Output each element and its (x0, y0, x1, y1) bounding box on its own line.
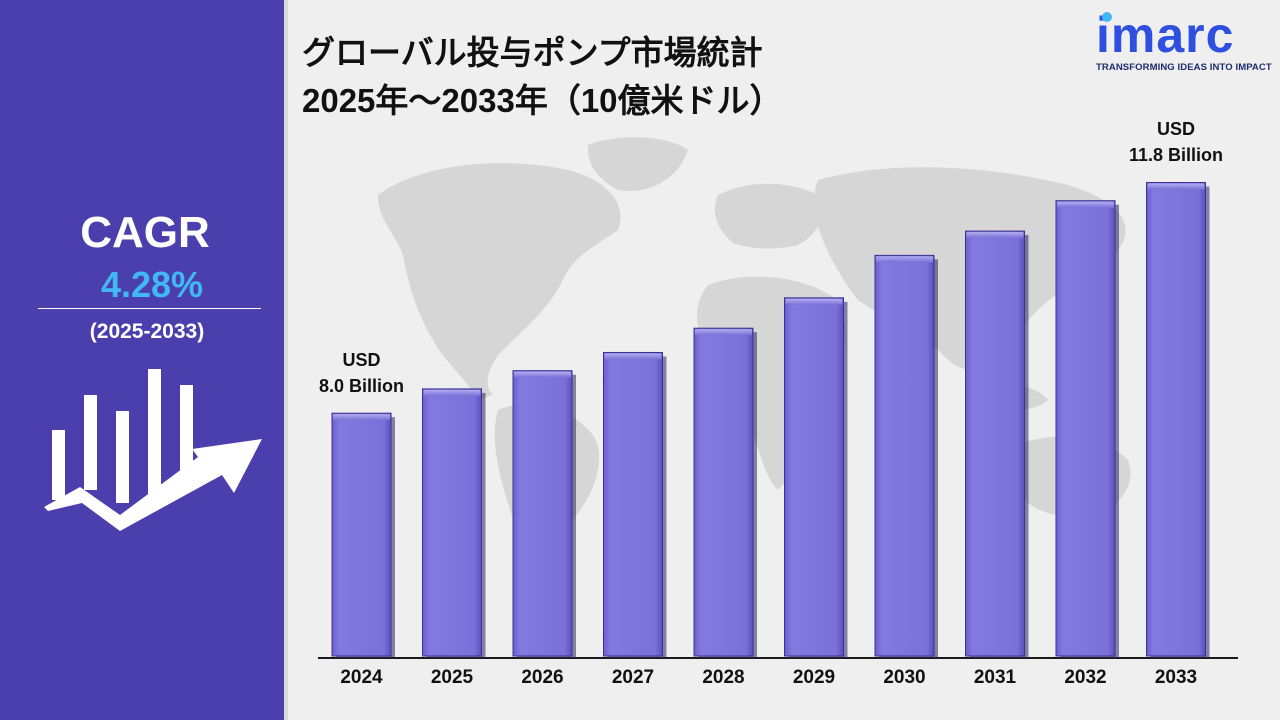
bar-2028 (693, 327, 754, 657)
logo-wordmark: imarc (1096, 7, 1235, 63)
bar-cap-2027 (604, 353, 662, 360)
growth-chart-icon (44, 369, 262, 531)
tick-label-2030: 2030 (883, 667, 925, 688)
tick-label-group: 2024 2025 2026 2027 2028 2029 2030 2031 2032 2033 (340, 667, 1197, 688)
bar-2033 (1146, 181, 1206, 657)
bar-cap-2029 (785, 298, 843, 305)
tick-label-2027: 2027 (612, 667, 654, 688)
main-area: グローバル投与ポンプ市場統計 2025年～2033年（10億米ドル） imarc… (288, 0, 1280, 720)
bar-2025 (422, 388, 482, 657)
bar-cap-2025 (423, 389, 481, 396)
data-label-2024: USD 8.0 Billion (292, 347, 432, 399)
bar-2031 (965, 230, 1025, 657)
data-label-currency: USD (1156, 119, 1195, 140)
tick-label-2028: 2028 (702, 667, 744, 688)
data-label-2033: USD 11.8 Billion (1106, 116, 1246, 168)
bar-2032 (1055, 200, 1116, 657)
imarc-logo: imarc TRANSFORMING IDEAS INTO IMPACT (1096, 6, 1272, 73)
bar-cap-2028 (695, 329, 752, 336)
tick-label-2029: 2029 (793, 667, 835, 688)
tick-label-2032: 2032 (1064, 667, 1106, 688)
tick-label-2025: 2025 (431, 667, 474, 688)
logo-tagline: TRANSFORMING IDEAS INTO IMPACT (1096, 62, 1272, 73)
bar-group (331, 181, 1210, 659)
cagr-period: (2025-2033) (89, 320, 205, 343)
cagr-value: 4.28% (100, 264, 204, 305)
tick-label-2026: 2026 (521, 667, 563, 688)
bar-cap-2031 (966, 232, 1024, 239)
data-label-currency: USD (342, 350, 381, 371)
cagr-label: CAGR (80, 208, 210, 257)
data-label-value: 8.0 Billion (318, 376, 405, 397)
bar-cap-2032 (1057, 201, 1114, 208)
cagr-sidebar: CAGR 4.28% (2025-2033) (0, 0, 288, 720)
bar-cap-2026 (514, 371, 571, 378)
bar-2030 (874, 254, 935, 657)
bar-2024 (331, 412, 392, 657)
bar-2029 (784, 297, 844, 657)
data-label-value: 11.8 Billion (1128, 145, 1224, 166)
tick-label-2033: 2033 (1155, 667, 1197, 688)
bar-chart: 2024 2025 2026 2027 2028 2029 2030 2031 2032 2033 (318, 181, 1238, 688)
cagr-divider (38, 308, 261, 309)
chart-title-line1: グローバル投与ポンプ市場統計 (302, 34, 763, 71)
bar-2027 (603, 351, 663, 657)
bar-2026 (512, 370, 573, 657)
bar-cap-2030 (876, 256, 933, 263)
chart-title-line2: 2025年～2033年（10億米ドル） (302, 82, 783, 119)
logo-dot-icon (1102, 12, 1112, 22)
bar-cap-2033 (1147, 183, 1205, 190)
bar-cap-2024 (333, 414, 390, 421)
tick-label-2024: 2024 (340, 667, 383, 688)
tick-label-2031: 2031 (974, 667, 1017, 688)
